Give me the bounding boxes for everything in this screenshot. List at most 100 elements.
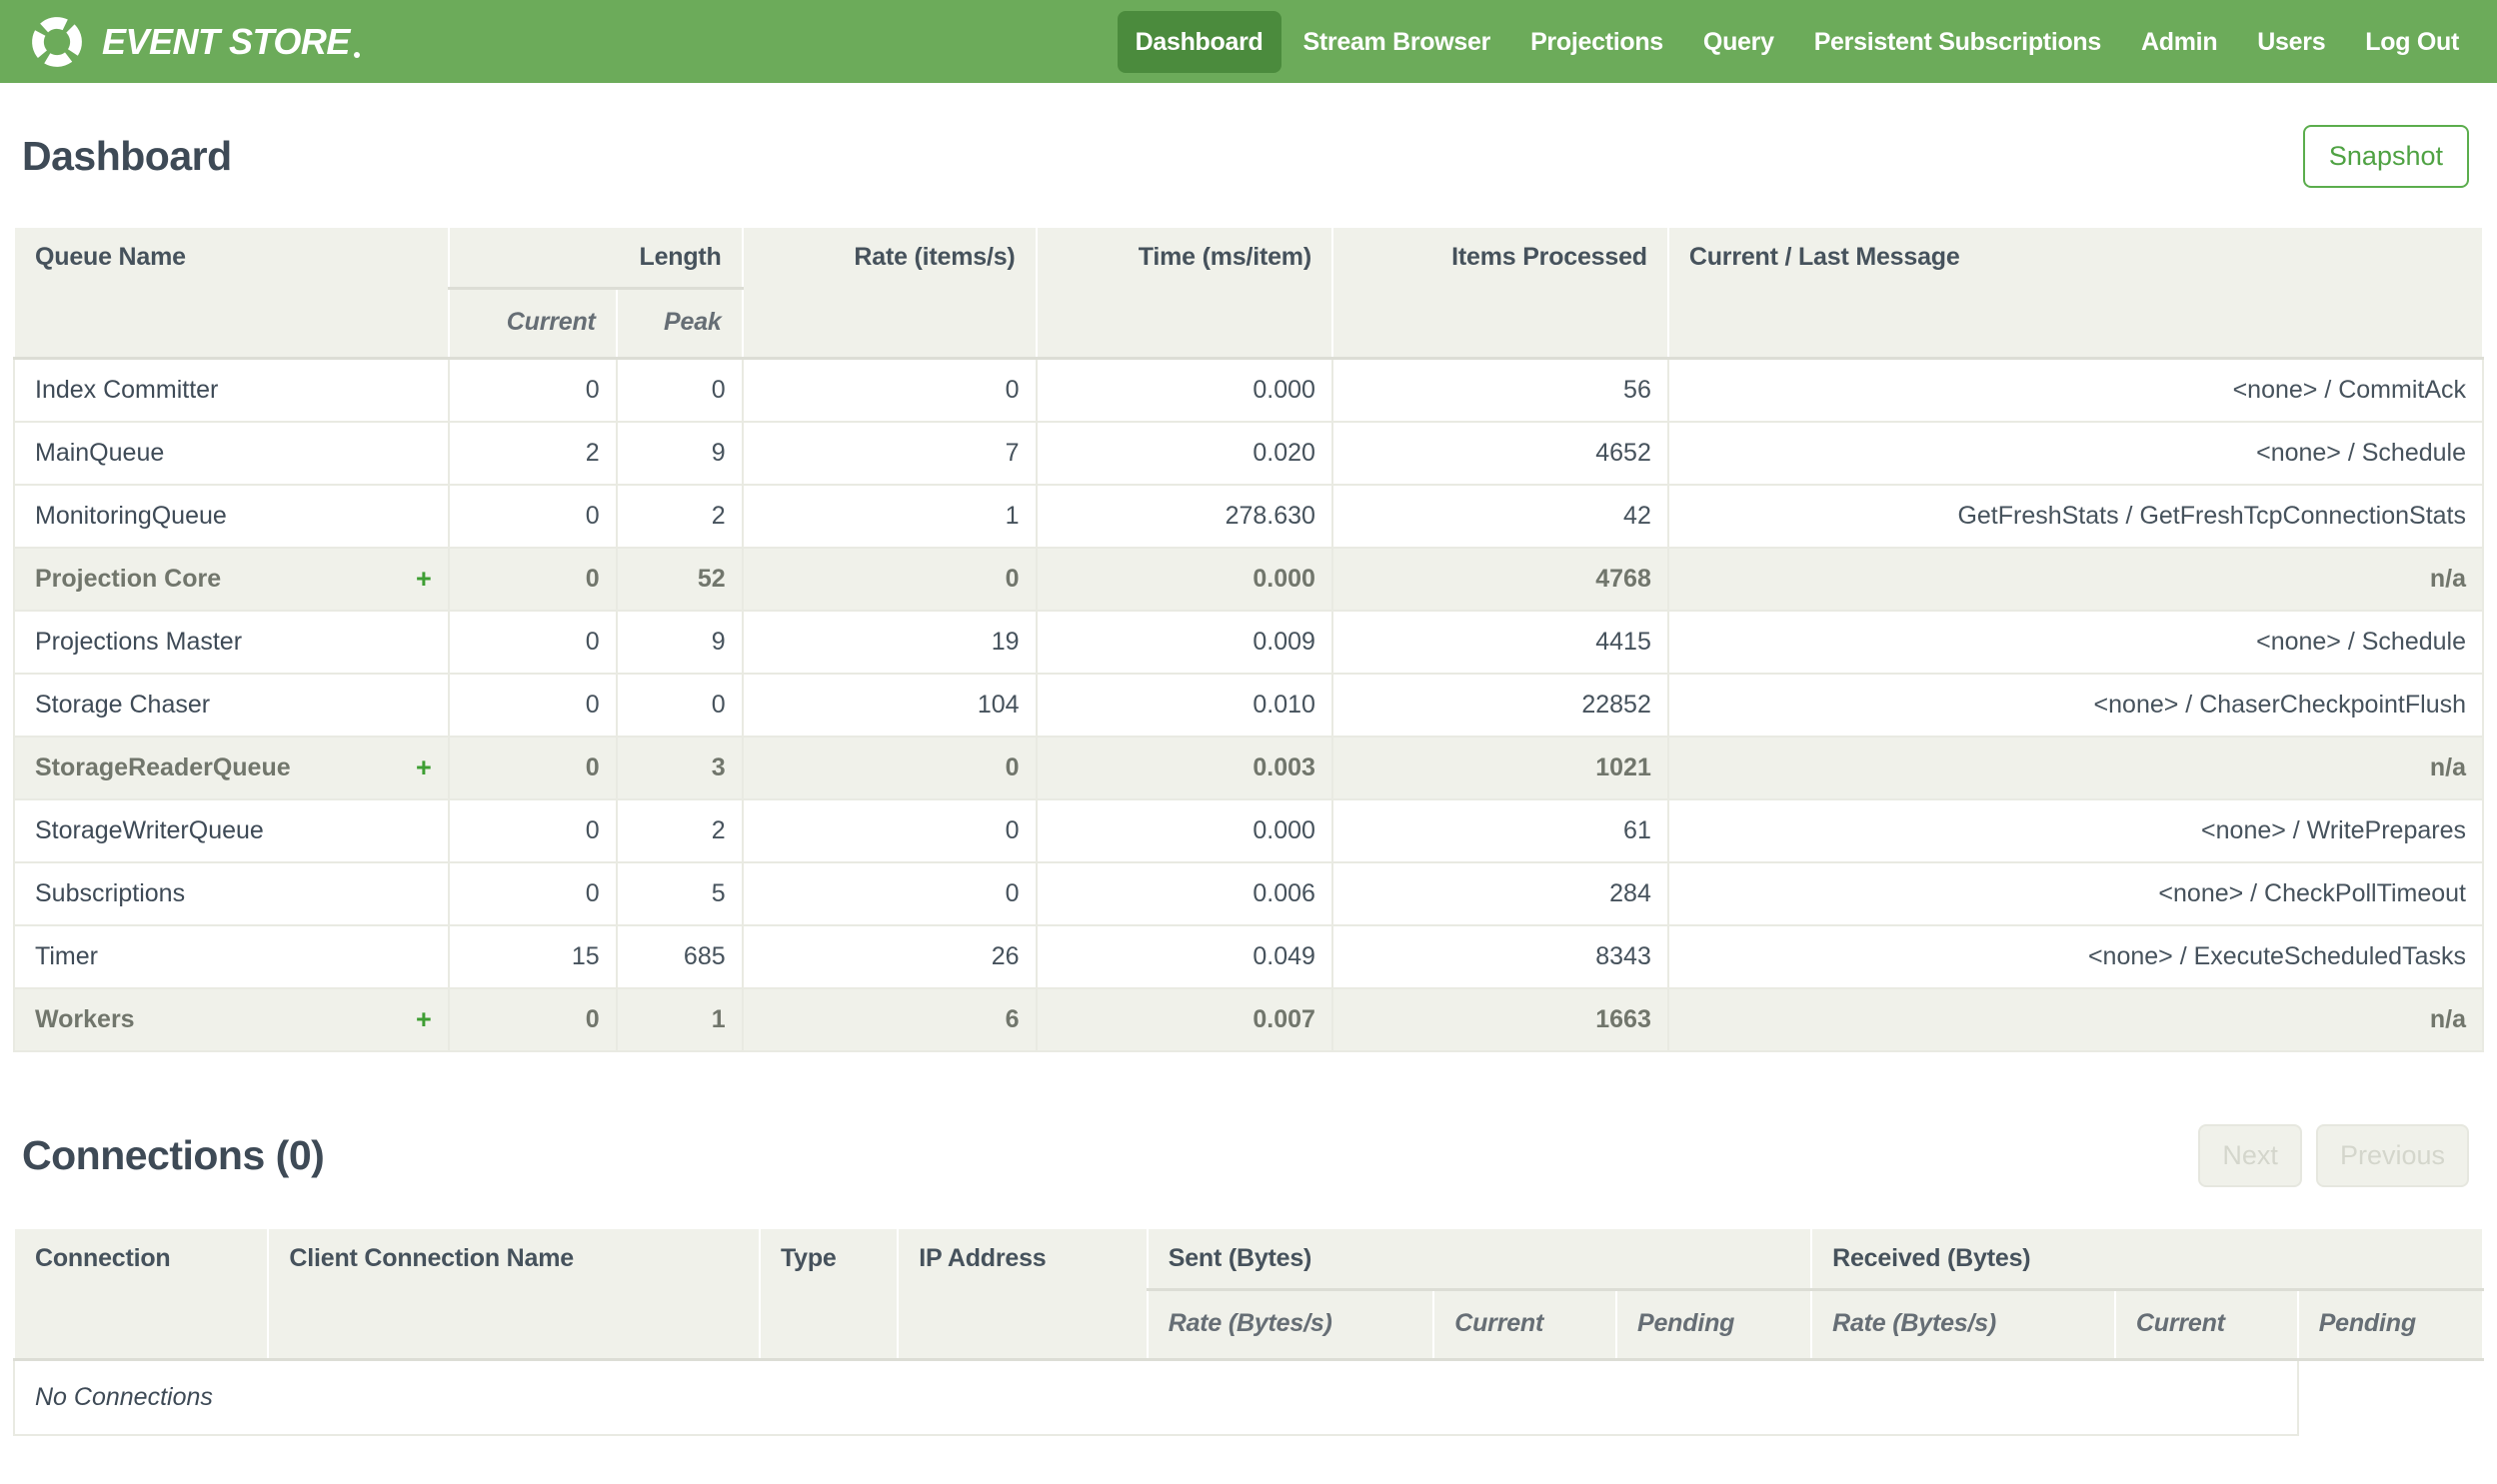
queue-name-cell: Storage Chaser [13,673,450,738]
length-current-cell: 0 [447,610,618,675]
length-peak-cell: 0 [615,357,744,423]
next-button[interactable]: Next [2198,1124,2302,1187]
eventstore-logo-icon [32,16,82,67]
queue-row-workers[interactable]: Workers +0 1 6 0.007 1663 n/a [13,987,2485,1052]
message-cell: <none> / CommitAck [1666,357,2485,423]
length-peak-cell: 0 [615,673,744,738]
message-cell: <none> / ExecuteScheduledTasks [1666,924,2485,989]
queue-row-timer[interactable]: Timer 15 685 26 0.049 8343 <none> / ExecuteSch… [13,924,2485,989]
col-header-queue-name: Queue Name [13,226,450,360]
snapshot-button[interactable]: Snapshot [2302,125,2469,188]
expand-icon[interactable]: + [415,752,432,782]
col-header-ip-address: IP Address [897,1227,1149,1361]
col-header-sent-bytes: Sent (Bytes) [1146,1227,1813,1291]
col-header-sent-pending: Pending [1614,1288,1813,1361]
queue-name: Workers [35,1005,135,1033]
time-cell: 278.630 [1035,484,1333,549]
length-current-cell: 0 [447,798,618,863]
nav-item-query[interactable]: Query [1702,27,1774,56]
queue-row-storagereaderqueue[interactable]: StorageReaderQueue +0 3 0 0.003 1021 n/a [13,736,2485,800]
rate-cell: 104 [741,673,1038,738]
length-peak-cell: 2 [615,798,744,863]
items-processed-cell: 4652 [1330,421,1669,486]
items-processed-cell: 1021 [1330,736,1669,800]
connections-table-wrap: Connection Client Connection Name Type I… [0,1227,2497,1436]
col-header-rate: Rate (items/s) [741,226,1038,360]
page-header: Dashboard Snapshot [0,83,2497,226]
length-peak-cell: 52 [615,547,744,612]
message-cell: <none> / Schedule [1666,610,2485,675]
col-header-time: Time (ms/item) [1035,226,1333,360]
queue-name-cell: Subscriptions [13,861,450,926]
rate-cell: 26 [741,924,1038,989]
rate-cell: 0 [741,357,1038,423]
col-header-received-current: Current [2113,1288,2299,1361]
queue-row-projection-core[interactable]: Projection Core +0 52 0 0.000 4768 n/a [13,547,2485,612]
rate-cell: 0 [741,861,1038,926]
top-navbar: EVENT STORE Dashboard Stream Browser Proje… [0,0,2497,83]
length-peak-cell: 9 [615,421,744,486]
time-cell: 0.000 [1035,357,1333,423]
rate-cell: 19 [741,610,1038,675]
connections-table: Connection Client Connection Name Type I… [12,1227,2485,1436]
queue-name-cell: Timer [13,924,450,989]
col-header-items-processed: Items Processed [1330,226,1669,360]
length-peak-cell: 2 [615,484,744,549]
queue-name: Index Committer [35,376,219,404]
items-processed-cell: 56 [1330,357,1669,423]
length-peak-cell: 685 [615,924,744,989]
queue-name: StorageReaderQueue [35,753,291,781]
nav-item-persistent-subscriptions[interactable]: Persistent Subscriptions [1813,27,2102,56]
col-header-length: Length [447,226,744,290]
message-cell: GetFreshStats / GetFreshTcpConnectionSta… [1666,484,2485,549]
no-connections-message: No Connections [13,1358,2299,1436]
expand-icon[interactable]: + [415,1004,432,1034]
length-current-cell: 0 [447,547,618,612]
queue-name-cell: Workers + [13,987,450,1052]
queue-row-projections-master[interactable]: Projections Master 0 9 19 0.009 4415 <none> / … [13,610,2485,675]
length-peak-cell: 1 [615,987,744,1052]
queue-name-cell: MainQueue [13,421,450,486]
rate-cell: 7 [741,421,1038,486]
items-processed-cell: 8343 [1330,924,1669,989]
queues-tbody: Index Committer 0 0 0 0.000 56 <none> / Commit… [13,357,2485,1052]
queue-row-monitoringqueue[interactable]: MonitoringQueue 0 2 1 278.630 42 GetFreshStats… [13,484,2485,549]
col-header-connection: Connection [12,1227,270,1361]
col-header-sent-rate: Rate (Bytes/s) [1146,1288,1435,1361]
nav-item-projections[interactable]: Projections [1530,27,1663,56]
rate-cell: 0 [741,547,1038,612]
connections-header: Connections (0) Next Previous [0,1052,2497,1227]
queue-row-index-committer[interactable]: Index Committer 0 0 0 0.000 56 <none> / Commit… [13,357,2485,423]
nav-item-admin[interactable]: Admin [2141,27,2218,56]
queue-name-cell: Index Committer [13,357,450,423]
length-current-cell: 0 [447,484,618,549]
queue-name: Storage Chaser [35,691,211,719]
brand-text: EVENT STORE [102,20,350,62]
length-peak-cell: 3 [615,736,744,800]
length-current-cell: 0 [447,673,618,738]
message-cell: <none> / CheckPollTimeout [1666,861,2485,926]
expand-icon[interactable]: + [415,564,432,594]
empty-cell [2298,1360,2483,1436]
rate-cell: 0 [741,736,1038,800]
nav-item-dashboard[interactable]: Dashboard [1117,10,1281,73]
queue-name-cell: Projection Core + [13,547,450,612]
col-header-received-pending: Pending [2296,1288,2485,1361]
brand[interactable]: EVENT STORE [28,13,360,71]
time-cell: 0.000 [1035,798,1333,863]
previous-button[interactable]: Previous [2315,1124,2469,1187]
nav-item-log-out[interactable]: Log Out [2365,27,2459,56]
col-header-peak: Peak [615,287,744,360]
queue-name-cell: StorageWriterQueue [13,798,450,863]
queue-row-mainqueue[interactable]: MainQueue 2 9 7 0.020 4652 <none> / Schedule [13,421,2485,486]
nav-item-stream-browser[interactable]: Stream Browser [1302,27,1491,56]
queue-row-storage-chaser[interactable]: Storage Chaser 0 0 104 0.010 22852 <none> / Ch… [13,673,2485,738]
message-cell: <none> / Schedule [1666,421,2485,486]
queue-name: Projection Core [35,565,222,593]
page-title: Dashboard [22,133,232,179]
queue-row-storagewriterqueue[interactable]: StorageWriterQueue 0 2 0 0.000 61 <none> / Wri… [13,798,2485,863]
nav-item-users[interactable]: Users [2257,27,2326,56]
message-cell: <none> / ChaserCheckpointFlush [1666,673,2485,738]
length-current-cell: 0 [447,357,618,423]
queue-row-subscriptions[interactable]: Subscriptions 0 5 0 0.006 284 <none> / CheckPo… [13,861,2485,926]
